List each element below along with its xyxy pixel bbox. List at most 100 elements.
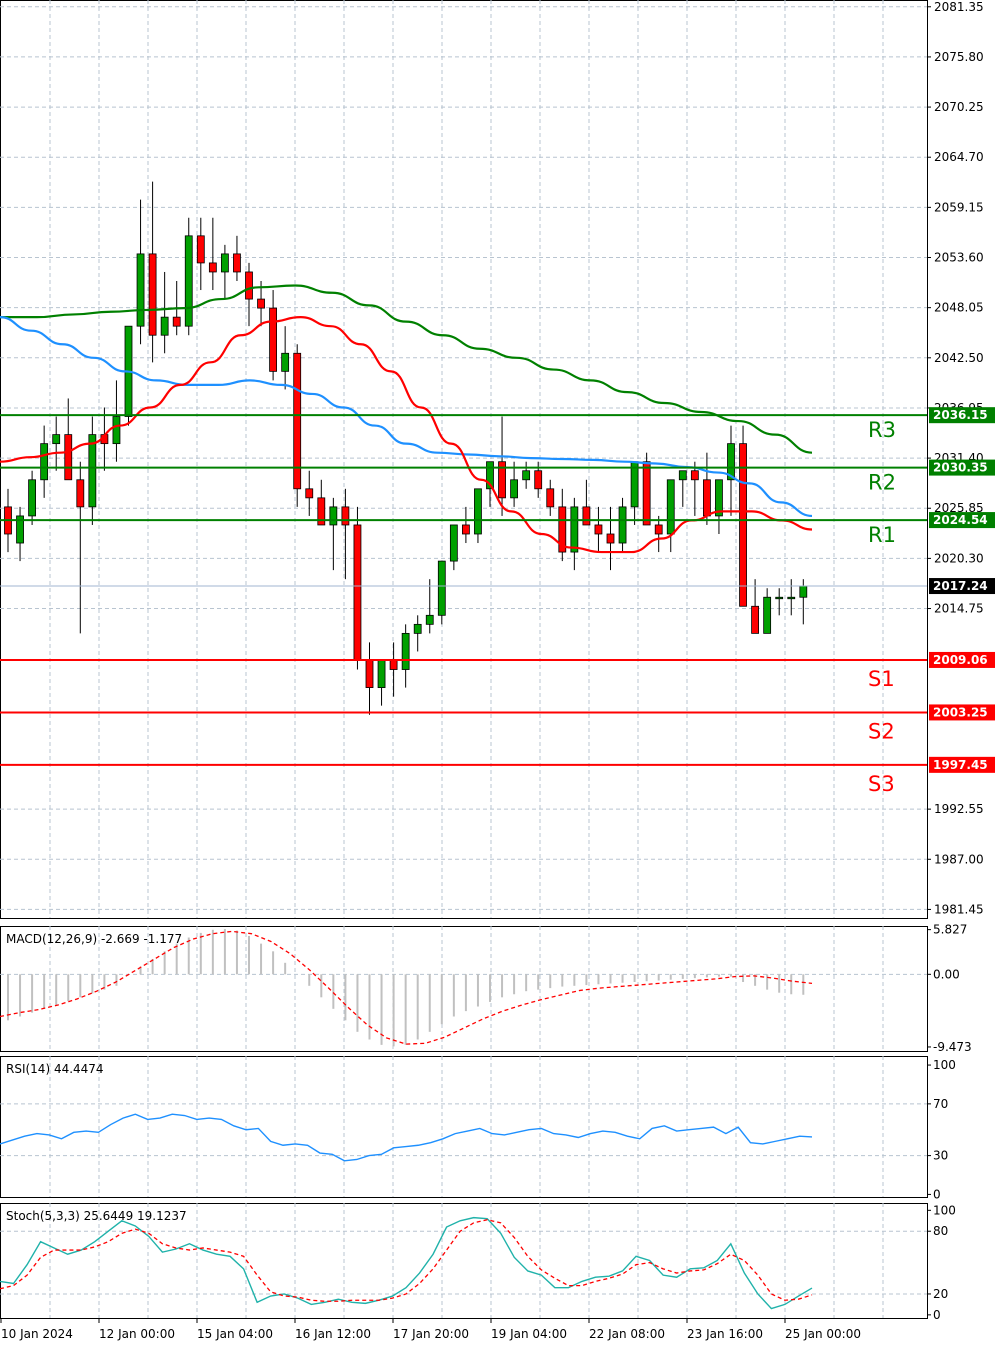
candle-body[interactable] xyxy=(486,461,494,490)
candle-body[interactable] xyxy=(787,596,796,600)
stoch-label: Stoch(5,3,3) 25.6449 19.1237 xyxy=(6,1209,187,1223)
rsi-tick-label: 0 xyxy=(933,1187,941,1201)
ma-red-line xyxy=(0,316,813,554)
level-value-r2: 2030.35 xyxy=(933,461,988,475)
candle-body[interactable] xyxy=(715,479,723,517)
candle-body[interactable] xyxy=(594,524,603,535)
price-tick-label: 2048.05 xyxy=(934,301,984,315)
candle-body[interactable] xyxy=(534,470,543,490)
candle-body[interactable] xyxy=(329,506,338,526)
candle-body[interactable] xyxy=(16,515,24,544)
candle-body[interactable] xyxy=(208,262,217,273)
level-badge-r3 xyxy=(929,407,995,424)
level-name-r3: R3 xyxy=(868,418,896,442)
candle-body[interactable] xyxy=(703,479,711,517)
candle-body[interactable] xyxy=(196,235,205,264)
candle-body[interactable] xyxy=(751,605,759,634)
candle-body[interactable] xyxy=(401,632,410,670)
rsi-panel[interactable]: RSI(14) 44.4474 xyxy=(0,1062,927,1162)
main-price-panel[interactable]: R3 R2 R1 S1 S2 S3 xyxy=(0,181,927,796)
candle-body[interactable] xyxy=(739,443,747,607)
candle-body[interactable] xyxy=(570,506,579,553)
candle-body[interactable] xyxy=(690,470,699,481)
level-value-s1: 2009.06 xyxy=(933,653,988,667)
level-value-s3: 1997.45 xyxy=(933,758,988,772)
candle-body[interactable] xyxy=(88,434,97,508)
candle-body[interactable] xyxy=(425,614,434,625)
price-tick-label: 1992.55 xyxy=(934,802,984,816)
candle-body[interactable] xyxy=(52,434,61,445)
candle-body[interactable] xyxy=(606,533,615,544)
candle-body[interactable] xyxy=(449,524,458,562)
candle-body[interactable] xyxy=(64,434,73,481)
stoch-tick-label: 0 xyxy=(933,1308,941,1322)
candle-body[interactable] xyxy=(413,623,422,634)
macd-label: MACD(12,26,9) -2.669 -1.177 xyxy=(6,932,182,946)
candle-body[interactable] xyxy=(269,307,278,372)
time-tick-label: 25 Jan 00:00 xyxy=(785,1327,861,1341)
macd-panel[interactable]: MACD(12,26,9) -2.669 -1.177 xyxy=(0,929,927,1047)
candle-body[interactable] xyxy=(245,271,253,300)
candle-body[interactable] xyxy=(618,506,627,544)
panel-frame-main xyxy=(0,0,928,919)
candle-body[interactable] xyxy=(461,524,470,535)
level-value-s2: 2003.25 xyxy=(933,705,988,719)
stoch-tick-label: 20 xyxy=(933,1287,948,1301)
candle-body[interactable] xyxy=(654,524,663,535)
candle-body[interactable] xyxy=(678,470,687,481)
candle-body[interactable] xyxy=(341,506,350,526)
candle-body[interactable] xyxy=(389,660,398,670)
candle-body[interactable] xyxy=(28,479,37,517)
candle-body[interactable] xyxy=(666,479,675,535)
ma-blue-line xyxy=(0,316,813,518)
candle-body[interactable] xyxy=(546,488,555,508)
level-badge-r2 xyxy=(929,459,995,476)
level-badge-r1 xyxy=(929,512,995,529)
rsi-tick-label: 30 xyxy=(933,1149,948,1163)
candle-body[interactable] xyxy=(558,506,567,553)
candle-body[interactable] xyxy=(257,298,265,309)
stoch-panel[interactable]: Stoch(5,3,3) 25.6449 19.1237 xyxy=(0,1209,927,1310)
candle-body[interactable] xyxy=(727,443,735,481)
candle-body[interactable] xyxy=(377,660,386,688)
candle-body[interactable] xyxy=(775,596,784,600)
candle-body[interactable] xyxy=(642,461,651,526)
candle-body[interactable] xyxy=(160,316,169,336)
candle-body[interactable] xyxy=(437,560,446,616)
candle-body[interactable] xyxy=(510,479,519,499)
candle-body[interactable] xyxy=(522,470,531,481)
candle-body[interactable] xyxy=(365,660,374,688)
price-tick-label: 2081.35 xyxy=(934,0,984,14)
candle-body[interactable] xyxy=(148,253,157,336)
candle-body[interactable] xyxy=(474,488,482,535)
rsi-line xyxy=(0,1113,813,1162)
candle-body[interactable] xyxy=(293,352,302,490)
candle-body[interactable] xyxy=(305,488,314,499)
candle-body[interactable] xyxy=(76,479,85,508)
level-value-r1: 2024.54 xyxy=(933,513,988,527)
ma-green-line xyxy=(0,284,813,454)
price-tick-label: 2053.60 xyxy=(934,251,984,265)
rsi-label: RSI(14) 44.4474 xyxy=(6,1062,104,1076)
candle-body[interactable] xyxy=(136,253,145,327)
time-tick-label: 19 Jan 04:00 xyxy=(491,1327,567,1341)
price-tick-label: 1987.00 xyxy=(934,852,984,866)
level-name-s1: S1 xyxy=(868,667,895,691)
candle-body[interactable] xyxy=(172,316,181,327)
candle-body[interactable] xyxy=(220,253,229,273)
candle-body[interactable] xyxy=(763,596,772,634)
candle-body[interactable] xyxy=(281,352,290,372)
candle-body[interactable] xyxy=(184,235,193,327)
candle-body[interactable] xyxy=(233,253,241,273)
macd-signal-line xyxy=(0,930,813,1045)
candle-body[interactable] xyxy=(582,506,591,526)
candle-body[interactable] xyxy=(40,443,49,481)
candle-body[interactable] xyxy=(498,461,506,499)
candle-body[interactable] xyxy=(112,416,121,445)
stoch-signal-line xyxy=(0,1219,813,1302)
candle-body[interactable] xyxy=(317,497,326,526)
candle-body[interactable] xyxy=(799,585,808,598)
candle-body[interactable] xyxy=(353,524,362,661)
level-name-r2: R2 xyxy=(868,471,896,495)
